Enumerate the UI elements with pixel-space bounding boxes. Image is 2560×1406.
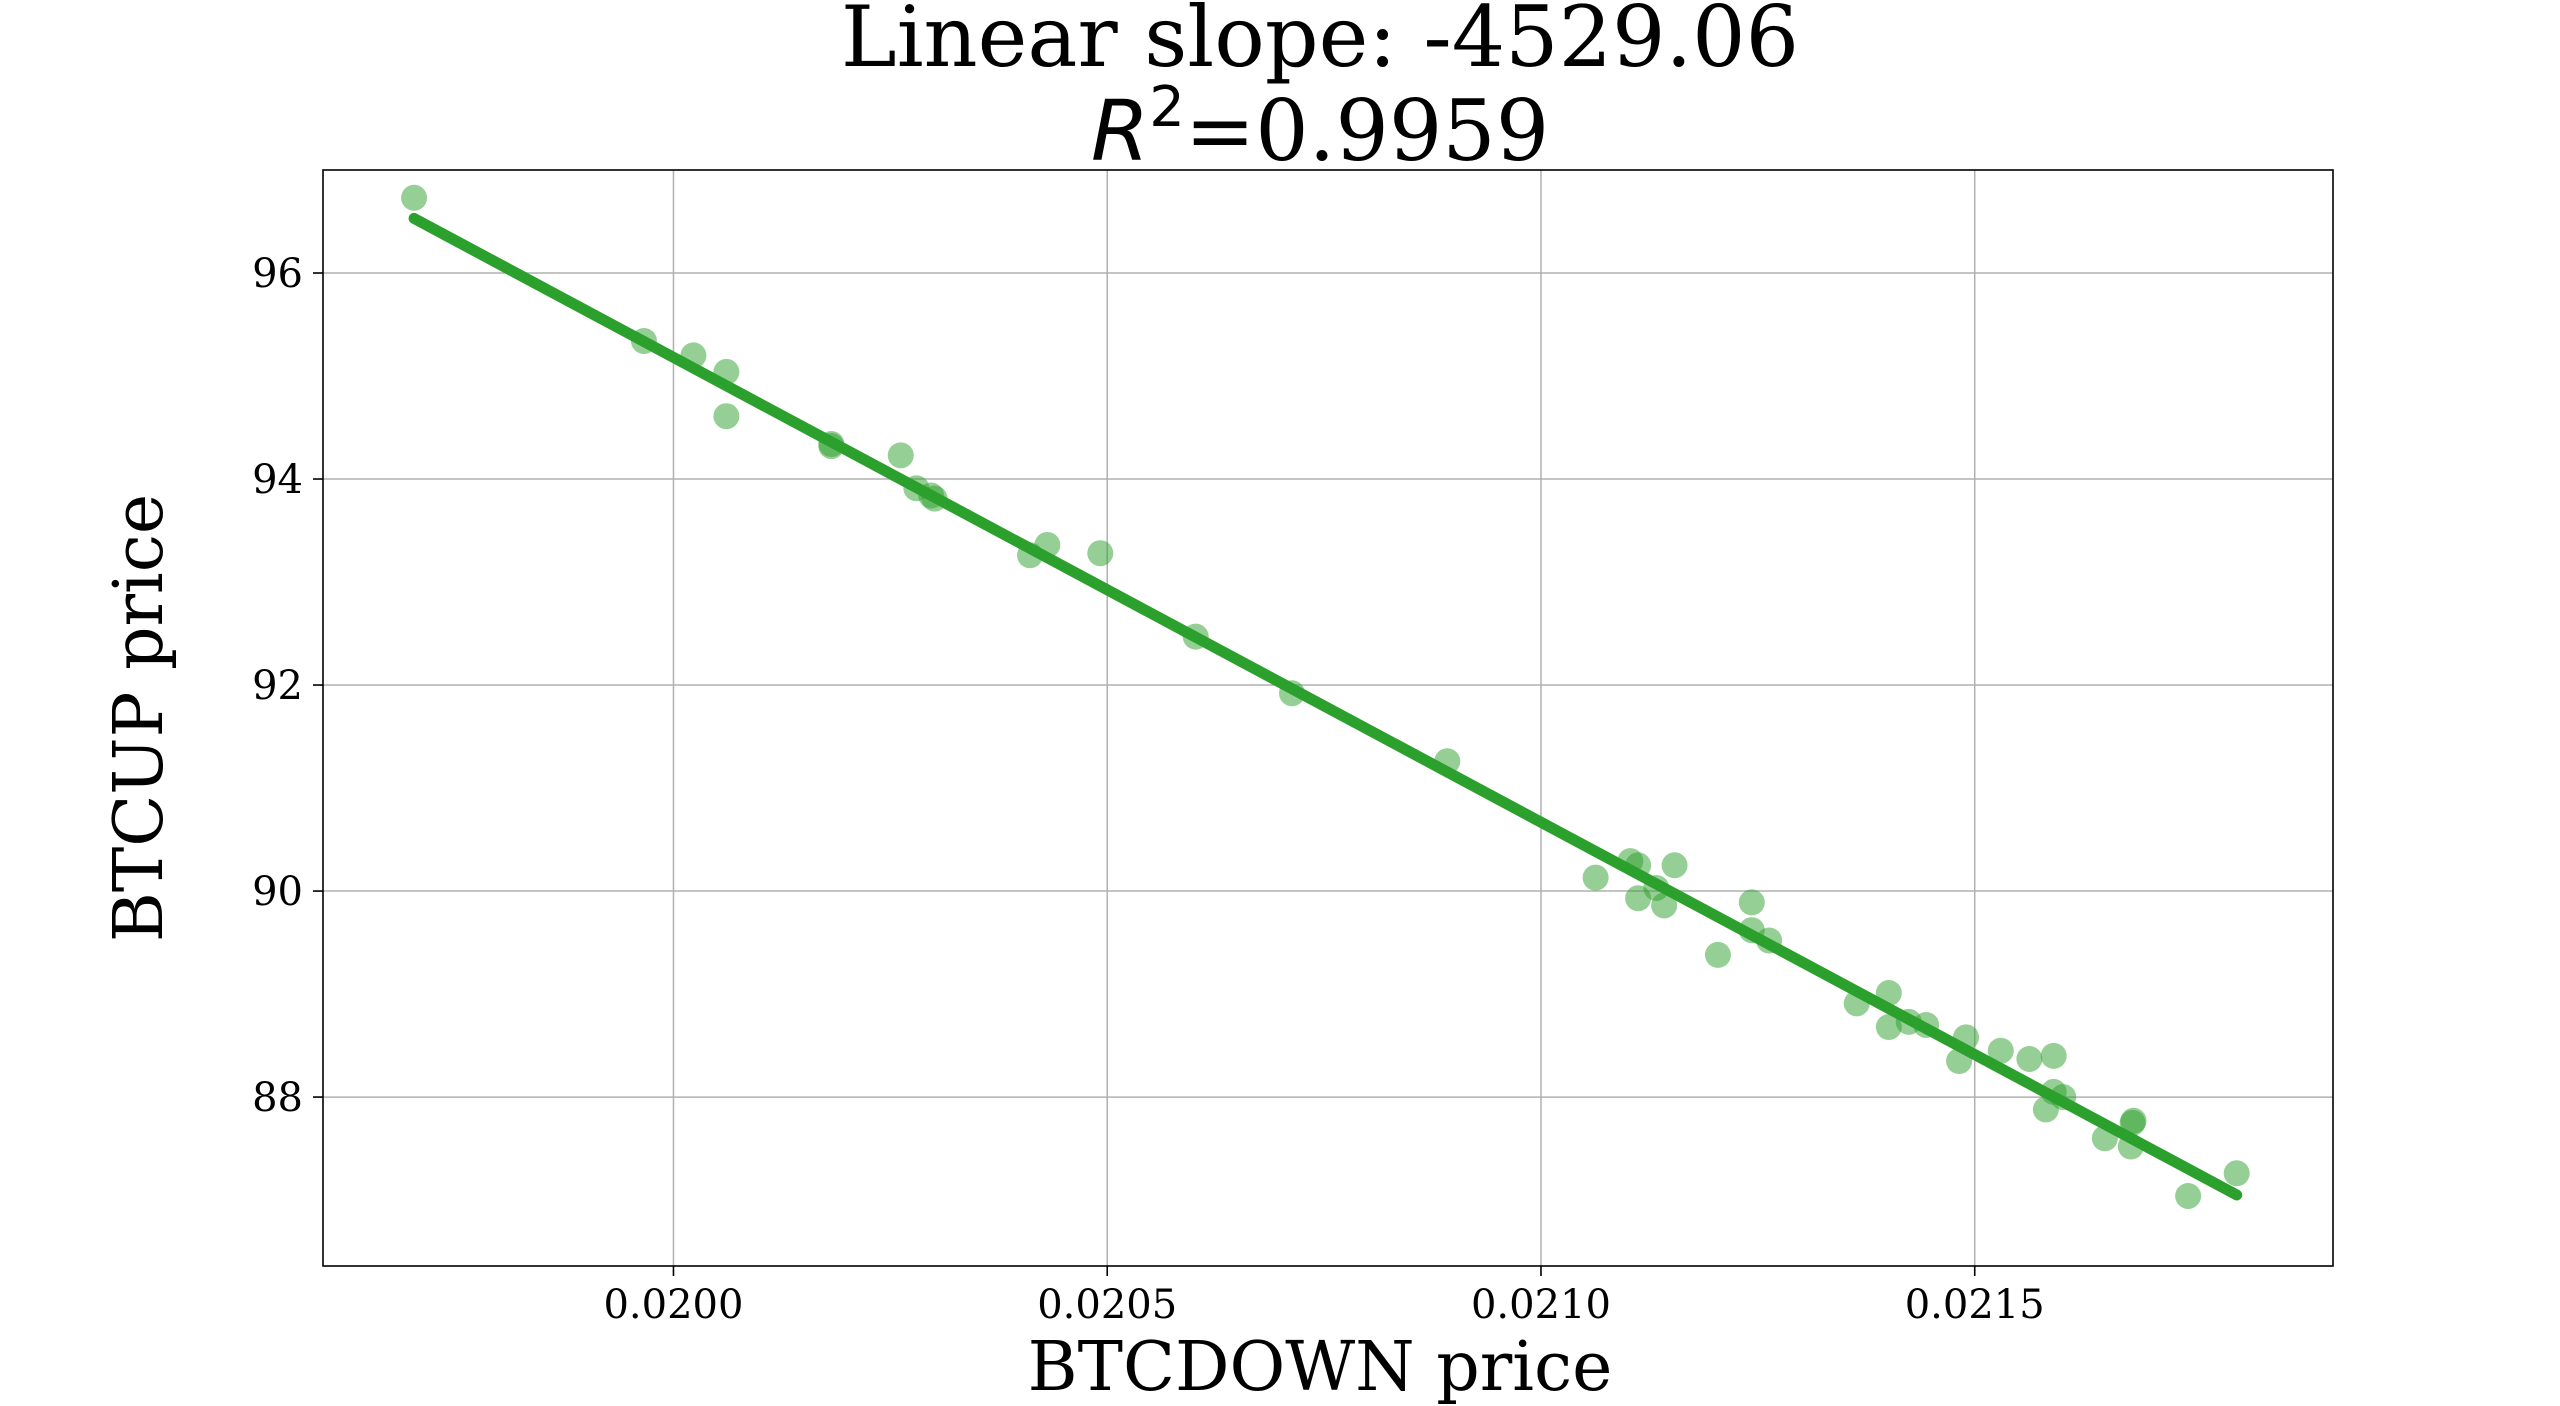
data-point bbox=[1278, 680, 1305, 707]
x-tick-label: 0.0215 bbox=[1905, 1282, 2045, 1328]
r-squared-value: =0.9959 bbox=[1185, 82, 1549, 180]
data-point bbox=[1625, 852, 1652, 879]
data-point bbox=[1704, 941, 1731, 968]
y-axis-label: BTCUP price bbox=[100, 494, 179, 942]
axis-ticks: 0.0200 0.0205 0.0210 0.0215 88 90 92 94 96 bbox=[252, 251, 2045, 1328]
scatter-points bbox=[401, 184, 2250, 1209]
y-tick-label: 90 bbox=[252, 869, 303, 915]
data-point bbox=[1875, 1014, 1902, 1041]
x-tick-label: 0.0200 bbox=[603, 1282, 743, 1328]
data-point bbox=[1582, 864, 1609, 891]
data-point bbox=[680, 342, 707, 369]
r-symbol: R bbox=[1091, 82, 1149, 180]
chart-title: Linear slope: -4529.06 bbox=[841, 0, 1799, 86]
data-point bbox=[401, 184, 428, 211]
data-point bbox=[887, 442, 914, 469]
y-tick-label: 96 bbox=[252, 251, 303, 297]
data-point bbox=[2050, 1084, 2077, 1111]
data-point bbox=[2223, 1160, 2250, 1187]
data-point bbox=[1946, 1048, 1973, 1075]
r-exponent: 2 bbox=[1149, 75, 1185, 140]
y-tick-label: 88 bbox=[252, 1075, 303, 1121]
data-point bbox=[1434, 748, 1461, 775]
data-point bbox=[713, 403, 740, 430]
x-tick-label: 0.0205 bbox=[1037, 1282, 1177, 1328]
data-point bbox=[713, 358, 740, 385]
gridlines bbox=[323, 170, 2333, 1266]
data-point bbox=[2175, 1182, 2202, 1209]
y-tick-label: 94 bbox=[252, 457, 303, 503]
x-axis-label: BTCDOWN price bbox=[1028, 1328, 1613, 1406]
data-point bbox=[1875, 980, 1902, 1007]
data-point bbox=[1087, 540, 1114, 567]
data-point bbox=[1034, 531, 1061, 558]
data-point bbox=[1661, 852, 1688, 879]
x-tick-label: 0.0210 bbox=[1471, 1282, 1611, 1328]
data-point bbox=[818, 433, 845, 460]
data-point bbox=[630, 327, 657, 354]
data-point bbox=[1182, 623, 1209, 650]
data-point bbox=[1987, 1037, 2014, 1064]
data-point bbox=[1651, 892, 1678, 919]
data-point bbox=[1843, 990, 1870, 1017]
data-point bbox=[1953, 1024, 1980, 1051]
data-point bbox=[2120, 1107, 2147, 1134]
data-point bbox=[1738, 889, 1765, 916]
data-point bbox=[2091, 1125, 2118, 1152]
data-point bbox=[2117, 1133, 2144, 1160]
chart-subtitle-r-squared: R2=0.9959 bbox=[1091, 75, 1549, 180]
plot-area-frame bbox=[322, 169, 2334, 1267]
y-tick-label: 92 bbox=[252, 663, 303, 709]
data-point bbox=[1756, 927, 1783, 954]
data-point bbox=[1913, 1011, 1940, 1038]
data-point bbox=[921, 485, 948, 512]
data-point bbox=[2016, 1045, 2043, 1072]
data-point bbox=[2040, 1042, 2067, 1069]
